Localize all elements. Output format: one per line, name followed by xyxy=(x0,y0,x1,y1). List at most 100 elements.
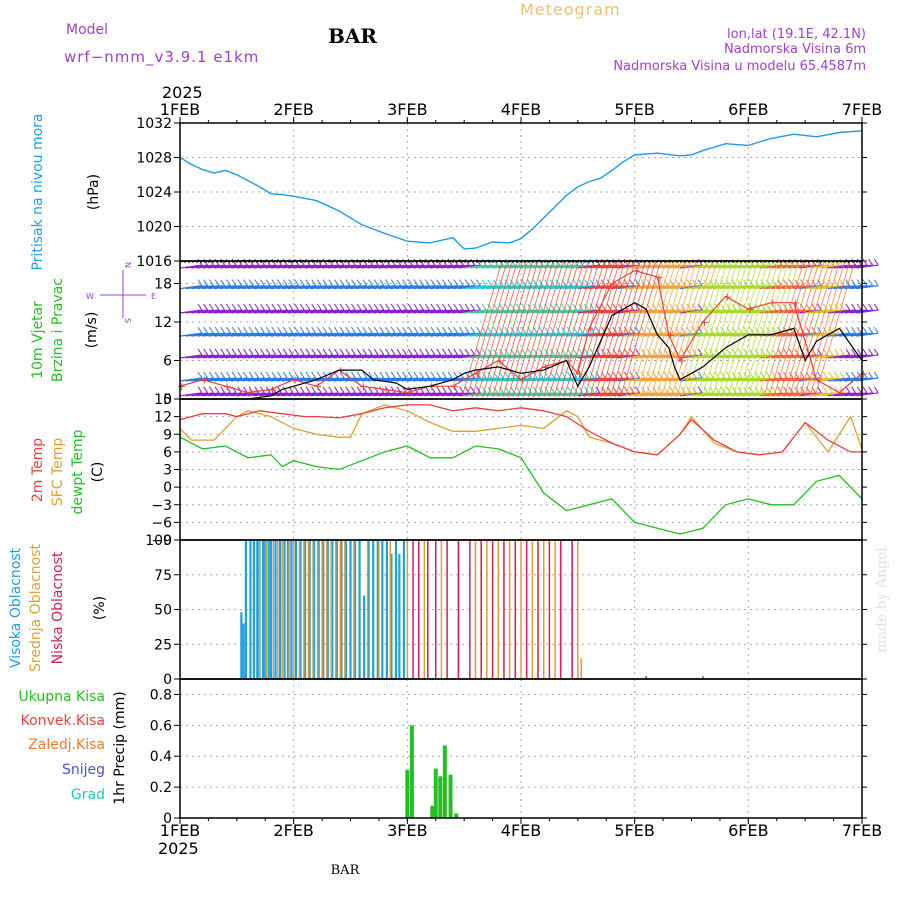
y-tick-label: 6 xyxy=(163,445,172,461)
wind-barb-tick xyxy=(453,386,459,394)
wind-streak xyxy=(563,261,605,398)
wind-barb-tick xyxy=(260,303,265,311)
wind-streak xyxy=(655,261,697,398)
wind-barb xyxy=(810,392,833,397)
wind-barb-tick xyxy=(788,303,794,311)
wind-barb xyxy=(202,285,225,290)
top-date-label: 6FEB xyxy=(728,100,768,119)
wind-barb xyxy=(680,354,703,359)
wind-barb xyxy=(447,332,470,337)
wind-barb xyxy=(287,264,311,269)
wind-barb-tick xyxy=(299,326,305,334)
precip-bar xyxy=(409,725,414,818)
wind-barb xyxy=(731,309,754,314)
wind-barb-tick xyxy=(555,371,561,379)
wind-barb-tick xyxy=(277,386,282,394)
wind-barb-tick xyxy=(669,258,675,266)
wind-barb-tick xyxy=(720,303,726,311)
wind-barb-tick xyxy=(419,303,425,311)
wind-barb-tick xyxy=(453,326,459,334)
wind-barb xyxy=(384,285,407,290)
wind-barb xyxy=(526,309,549,314)
wind-barb-tick xyxy=(572,258,578,266)
wind-barb xyxy=(350,285,373,290)
wind-barb-tick xyxy=(436,326,442,334)
wind-streak xyxy=(706,261,748,398)
wind-barb xyxy=(498,264,521,269)
wind-barb-tick xyxy=(390,386,396,394)
wind-barb-tick xyxy=(544,258,550,266)
wind-barb xyxy=(390,392,413,397)
wind-streak xyxy=(701,261,743,398)
wind-barb-tick xyxy=(345,348,351,356)
wind-barb xyxy=(753,377,777,382)
wind-barb-tick xyxy=(203,303,209,311)
wind-barb-tick xyxy=(373,279,379,286)
wind-barb xyxy=(344,392,367,397)
wind-barb xyxy=(566,354,589,359)
wind-barb xyxy=(231,332,254,337)
mid-cloud-bar xyxy=(440,540,443,679)
precip-bar xyxy=(438,776,443,818)
wind-barb-tick xyxy=(703,303,709,311)
wind-barb xyxy=(577,309,600,314)
wind-barb xyxy=(537,392,561,397)
wind-barb-tick xyxy=(788,279,794,286)
wind-barb-tick xyxy=(623,279,629,286)
high-cloud-bar xyxy=(372,540,375,679)
wind-barb xyxy=(469,309,492,314)
wind-barb-tick xyxy=(237,279,243,286)
wind-barb-tick xyxy=(845,386,851,394)
wind-barb-tick xyxy=(333,303,339,311)
wind-streak xyxy=(763,261,805,398)
wind-barb xyxy=(412,332,436,337)
wind-barb-tick xyxy=(328,348,334,356)
wind-barb xyxy=(293,332,316,337)
wind-streak xyxy=(804,261,846,398)
wind-barb-tick xyxy=(351,326,356,334)
high-cloud-bar xyxy=(344,540,348,679)
wind-barb xyxy=(196,332,220,337)
wind-barb-tick xyxy=(379,326,385,334)
wind-barb-tick xyxy=(385,279,390,286)
wind-barb-tick xyxy=(385,348,390,356)
wind-barb-tick xyxy=(260,371,265,379)
wind-barb-tick xyxy=(834,348,839,356)
wind-barb-tick xyxy=(328,258,334,266)
wind-barb xyxy=(555,392,578,397)
wind-barb-tick xyxy=(777,258,783,266)
wind-barb-tick xyxy=(265,348,271,356)
wind-barb-tick xyxy=(504,348,510,356)
wind-barb-tick xyxy=(873,303,879,311)
wind-barb-tick xyxy=(493,258,498,266)
wind-barb xyxy=(526,332,549,337)
wind-barb-tick xyxy=(345,386,351,394)
low-cloud-bar xyxy=(469,540,471,679)
wind-barb xyxy=(844,377,868,382)
wind-barb xyxy=(304,392,328,397)
wind-barb-tick xyxy=(459,386,464,394)
wind-barb xyxy=(441,332,464,337)
wind-barb-tick xyxy=(447,326,453,334)
wind-barb xyxy=(714,354,737,359)
wind-barb xyxy=(594,354,617,359)
wind-barb-tick xyxy=(441,303,447,311)
wind-barb-tick xyxy=(260,258,265,266)
wind-barb xyxy=(793,264,816,269)
wind-barb-tick xyxy=(322,326,328,334)
wind-barb-tick xyxy=(657,279,663,286)
wind-barb xyxy=(424,332,447,337)
wind-barb xyxy=(191,332,214,337)
wind-barb-tick xyxy=(561,386,567,394)
wind-barb xyxy=(589,392,612,397)
wind-barb xyxy=(424,377,447,382)
wind-barb-tick xyxy=(862,258,868,266)
wind-barb-tick xyxy=(220,303,226,311)
wind-barb xyxy=(299,332,322,337)
high-cloud-bar xyxy=(286,540,290,679)
high-cloud-bar xyxy=(331,540,334,679)
wind-barb xyxy=(231,264,254,269)
wind-streak xyxy=(476,261,518,398)
wind-barb-tick xyxy=(436,303,442,311)
wind-barb-tick xyxy=(760,279,766,286)
